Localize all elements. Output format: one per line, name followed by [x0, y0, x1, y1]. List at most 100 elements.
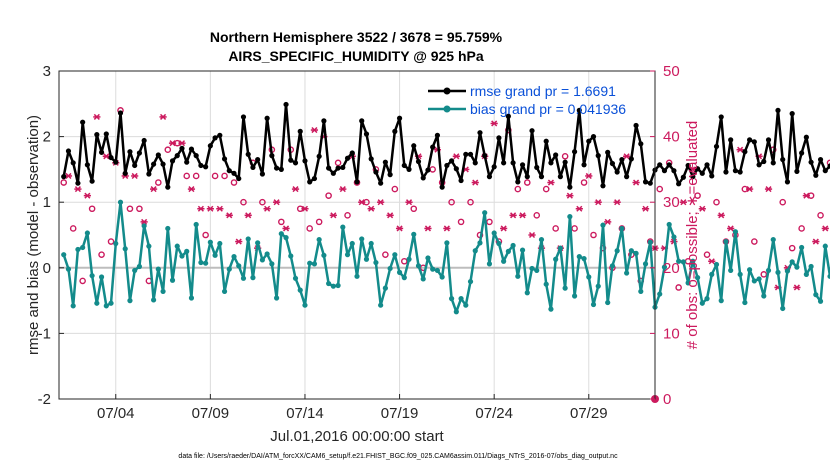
obs-evaluated-stroke — [708, 258, 715, 265]
rmse-point — [780, 156, 786, 163]
obs-evaluated-point — [216, 205, 224, 212]
obs-evaluated-stroke — [453, 153, 460, 160]
obs-evaluated-stroke — [339, 186, 346, 193]
bias-point — [127, 298, 133, 304]
rmse-point — [117, 110, 124, 116]
bias-point — [226, 266, 232, 272]
rmse-point — [61, 174, 67, 180]
x-tick-label: 07/14 — [286, 405, 324, 422]
bias-point — [813, 292, 819, 298]
rmse-point — [392, 128, 398, 134]
bias-point — [557, 245, 563, 251]
bias-point — [392, 252, 398, 258]
bias-point — [747, 267, 753, 273]
rmse-point — [354, 179, 360, 185]
bias-point — [415, 263, 422, 269]
obs-evaluated-stroke — [812, 238, 819, 245]
obs-evaluated-stroke — [169, 140, 176, 147]
bias-point — [193, 221, 199, 228]
obs-evaluated-stroke — [500, 225, 507, 232]
obs-evaluated-point — [679, 199, 687, 206]
rmse-point — [751, 139, 757, 145]
obs-evaluated-stroke — [793, 284, 800, 291]
bias-point — [61, 252, 67, 258]
rmse-point — [307, 179, 313, 185]
obs-possible-point — [240, 198, 247, 206]
bias-point — [690, 258, 696, 264]
rmse-point — [789, 111, 795, 117]
rmse-point — [770, 160, 776, 166]
obs-evaluated-point — [367, 205, 375, 212]
obs-evaluated-point — [518, 212, 527, 219]
obs-evaluated-stroke — [74, 186, 81, 193]
obs-evaluated-stroke — [462, 166, 469, 173]
y-tick-label: -2 — [38, 391, 51, 408]
rmse-point — [529, 128, 535, 134]
rmse-point — [259, 171, 265, 177]
obs-evaluated-point — [632, 179, 640, 186]
bias-point — [141, 223, 147, 229]
rmse-point — [359, 118, 365, 124]
rmse-point — [657, 162, 663, 168]
bias-point — [273, 295, 280, 301]
bias-point — [255, 240, 261, 246]
x-tick-label: 07/24 — [475, 405, 513, 422]
bias-point — [666, 221, 672, 228]
chart-title-line2: AIRS_SPECIFIC_HUMIDITY @ 925 hPa — [228, 48, 484, 64]
rmse-point — [609, 160, 616, 167]
rmse-point — [453, 166, 459, 172]
rmse-point — [188, 146, 195, 152]
rmse-point — [463, 151, 469, 157]
bias-point — [444, 240, 450, 246]
bias-point — [430, 266, 436, 272]
rmse-point — [742, 149, 748, 155]
rmse-point — [799, 150, 805, 156]
rmse-point — [363, 131, 370, 137]
obs-evaluated-stroke — [585, 172, 592, 180]
bias-point — [827, 273, 830, 279]
legend-rmse-marker — [443, 87, 451, 95]
bias-point — [614, 248, 620, 254]
bias-point — [600, 222, 606, 228]
rmse-point — [278, 166, 284, 172]
bias-point — [519, 247, 526, 253]
rmse-point — [98, 149, 105, 155]
obs-evaluated-point — [272, 199, 281, 206]
obs-evaluated-stroke — [103, 153, 110, 160]
rmse-point — [784, 179, 791, 185]
obs-evaluated-stroke — [197, 205, 204, 212]
rmse-point — [600, 183, 606, 189]
bias-point — [732, 229, 739, 235]
rmse-point — [661, 168, 668, 174]
obs-evaluated-point — [187, 186, 196, 193]
bias-point — [638, 288, 644, 295]
bias-point — [103, 303, 109, 309]
rmse-point — [425, 167, 431, 173]
bias-point — [420, 276, 426, 282]
rmse-point — [595, 153, 601, 159]
obs-possible-point — [542, 185, 550, 193]
rmse-point — [704, 162, 710, 168]
bias-point — [108, 300, 114, 306]
rmse-point — [505, 113, 511, 119]
obs-evaluated-point — [641, 205, 650, 212]
obs-possible-point — [817, 212, 824, 219]
y-axis-label: rmse and bias (model - observation) — [25, 115, 42, 355]
obs-evaluated-point — [83, 192, 91, 199]
obs-possible-point — [391, 185, 399, 193]
bias-point — [184, 248, 190, 254]
obs-evaluated-point — [500, 225, 508, 232]
bias-point — [349, 240, 355, 247]
rmse-point — [562, 159, 568, 165]
rmse-point — [207, 143, 213, 149]
bias-point — [198, 259, 204, 266]
rmse-point — [638, 141, 644, 147]
bias-point — [491, 230, 497, 236]
y-tick-label: 1 — [43, 194, 51, 211]
rmse-point — [633, 122, 639, 129]
rmse-point — [728, 137, 734, 143]
rmse-point — [288, 157, 294, 163]
rmse-point — [212, 135, 218, 141]
rmse-point — [685, 162, 691, 169]
obs-evaluated-stroke — [245, 212, 252, 219]
